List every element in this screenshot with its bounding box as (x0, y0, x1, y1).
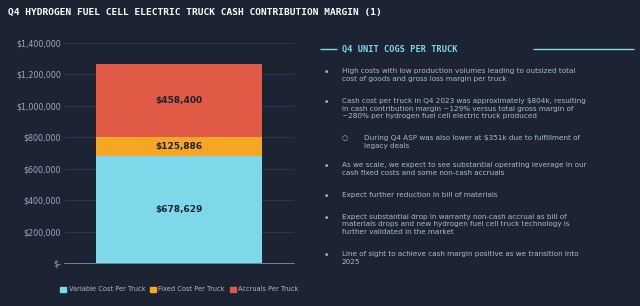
Text: •: • (323, 162, 328, 171)
Text: High costs with low production volumes leading to outsized total
cost of goods a: High costs with low production volumes l… (342, 68, 575, 82)
Text: •: • (323, 214, 328, 222)
Bar (96, 65, 262, 136)
Text: ○: ○ (342, 135, 348, 141)
Text: •: • (323, 68, 328, 77)
Text: $678,629: $678,629 (156, 205, 203, 214)
Text: •: • (323, 251, 328, 260)
Bar (96, 136, 262, 156)
Text: Expect further reduction in bill of materials: Expect further reduction in bill of mate… (342, 192, 497, 198)
Text: •: • (323, 98, 328, 107)
Text: Q4 HYDROGEN FUEL CELL ELECTRIC TRUCK CASH CONTRIBUTION MARGIN (1): Q4 HYDROGEN FUEL CELL ELECTRIC TRUCK CAS… (8, 8, 381, 17)
Text: During Q4 ASP was also lower at $351k due to fulfillment of
legacy deals: During Q4 ASP was also lower at $351k du… (364, 135, 580, 149)
Text: Expect substantial drop in warranty non-cash accrual as bill of
materials drops : Expect substantial drop in warranty non-… (342, 214, 570, 235)
Text: $125,886: $125,886 (156, 142, 203, 151)
Bar (96, 156, 262, 263)
Text: •: • (323, 192, 328, 201)
Text: As we scale, we expect to see substantial operating leverage in our
cash fixed c: As we scale, we expect to see substantia… (342, 162, 587, 176)
Legend: Variable Cost Per Truck, Fixed Cost Per Truck, Accruals Per Truck: Variable Cost Per Truck, Fixed Cost Per … (57, 284, 301, 295)
Text: Cash cost per truck in Q4 2023 was approximately $804k, resulting
in cash contri: Cash cost per truck in Q4 2023 was appro… (342, 98, 586, 119)
Text: Line of sight to achieve cash margin positive as we transition into
2025: Line of sight to achieve cash margin pos… (342, 251, 579, 265)
Text: $458,400: $458,400 (156, 96, 203, 105)
Text: Q4 UNIT COGS PER TRUCK: Q4 UNIT COGS PER TRUCK (342, 45, 458, 54)
